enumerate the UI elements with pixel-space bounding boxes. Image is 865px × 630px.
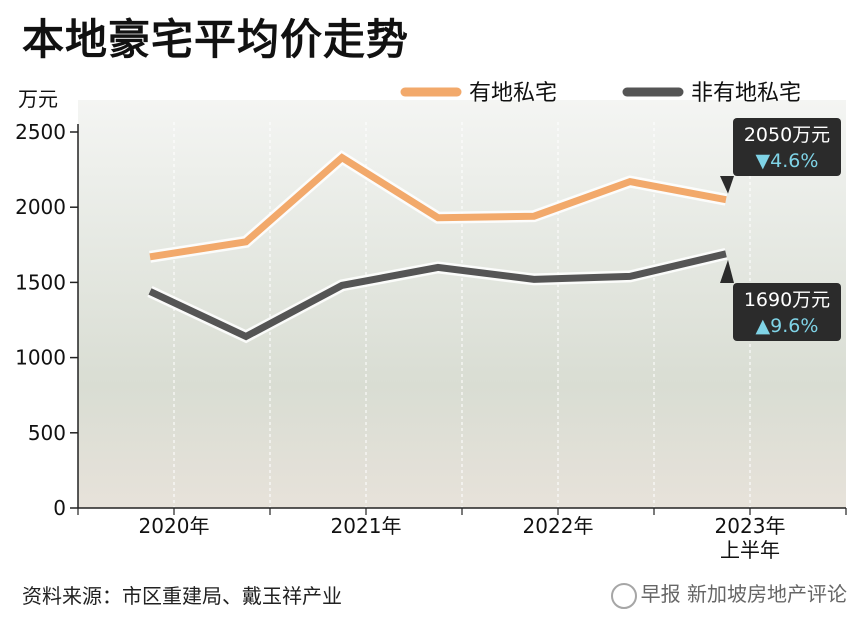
wechat-icon <box>610 582 637 609</box>
callout-pointer <box>720 259 734 283</box>
y-tick-label: 1000 <box>15 346 66 370</box>
callout-change: ▼4.6% <box>756 150 819 172</box>
x-group-label: 2023年 <box>715 514 786 538</box>
y-tick-label: 1500 <box>15 270 66 294</box>
x-group-label: 2020年 <box>139 514 210 538</box>
series-lines <box>147 150 728 344</box>
callout-pointer <box>720 176 734 194</box>
watermark: 早报 新加坡房地产评论 <box>610 578 847 609</box>
y-axis: 万元 0 500 1000 1500 2000 2500 <box>15 87 79 520</box>
callout-box <box>733 118 841 176</box>
x-group-label: 2022年 <box>523 514 594 538</box>
y-tick-label: 2500 <box>15 120 66 144</box>
y-tick-label: 500 <box>28 421 66 445</box>
chart-title: 本地豪宅平均价走势 <box>22 15 410 64</box>
annotations: 2050万元 ▼4.6% 1690万元 ▲9.6% <box>720 118 841 341</box>
source-note: 资料来源：市区重建局、戴玉祥产业 <box>22 584 342 608</box>
x-group-label: 2021年 <box>331 514 402 538</box>
callout-value: 2050万元 <box>744 124 830 146</box>
callout-box <box>733 283 841 341</box>
callout-value: 1690万元 <box>744 289 830 311</box>
legend-label: 有地私宅 <box>469 81 557 106</box>
y-tick-label: 2000 <box>15 195 66 219</box>
x-group-label: 上半年 <box>720 538 780 562</box>
watermark-text: 早报 新加坡房地产评论 <box>640 582 847 606</box>
y-axis-label: 万元 <box>18 87 58 111</box>
legend-label: 非有地私宅 <box>691 81 801 106</box>
y-tick-label: 0 <box>53 496 66 520</box>
legend: 有地私宅 非有地私宅 <box>400 81 801 106</box>
callout-change: ▲9.6% <box>756 315 819 337</box>
